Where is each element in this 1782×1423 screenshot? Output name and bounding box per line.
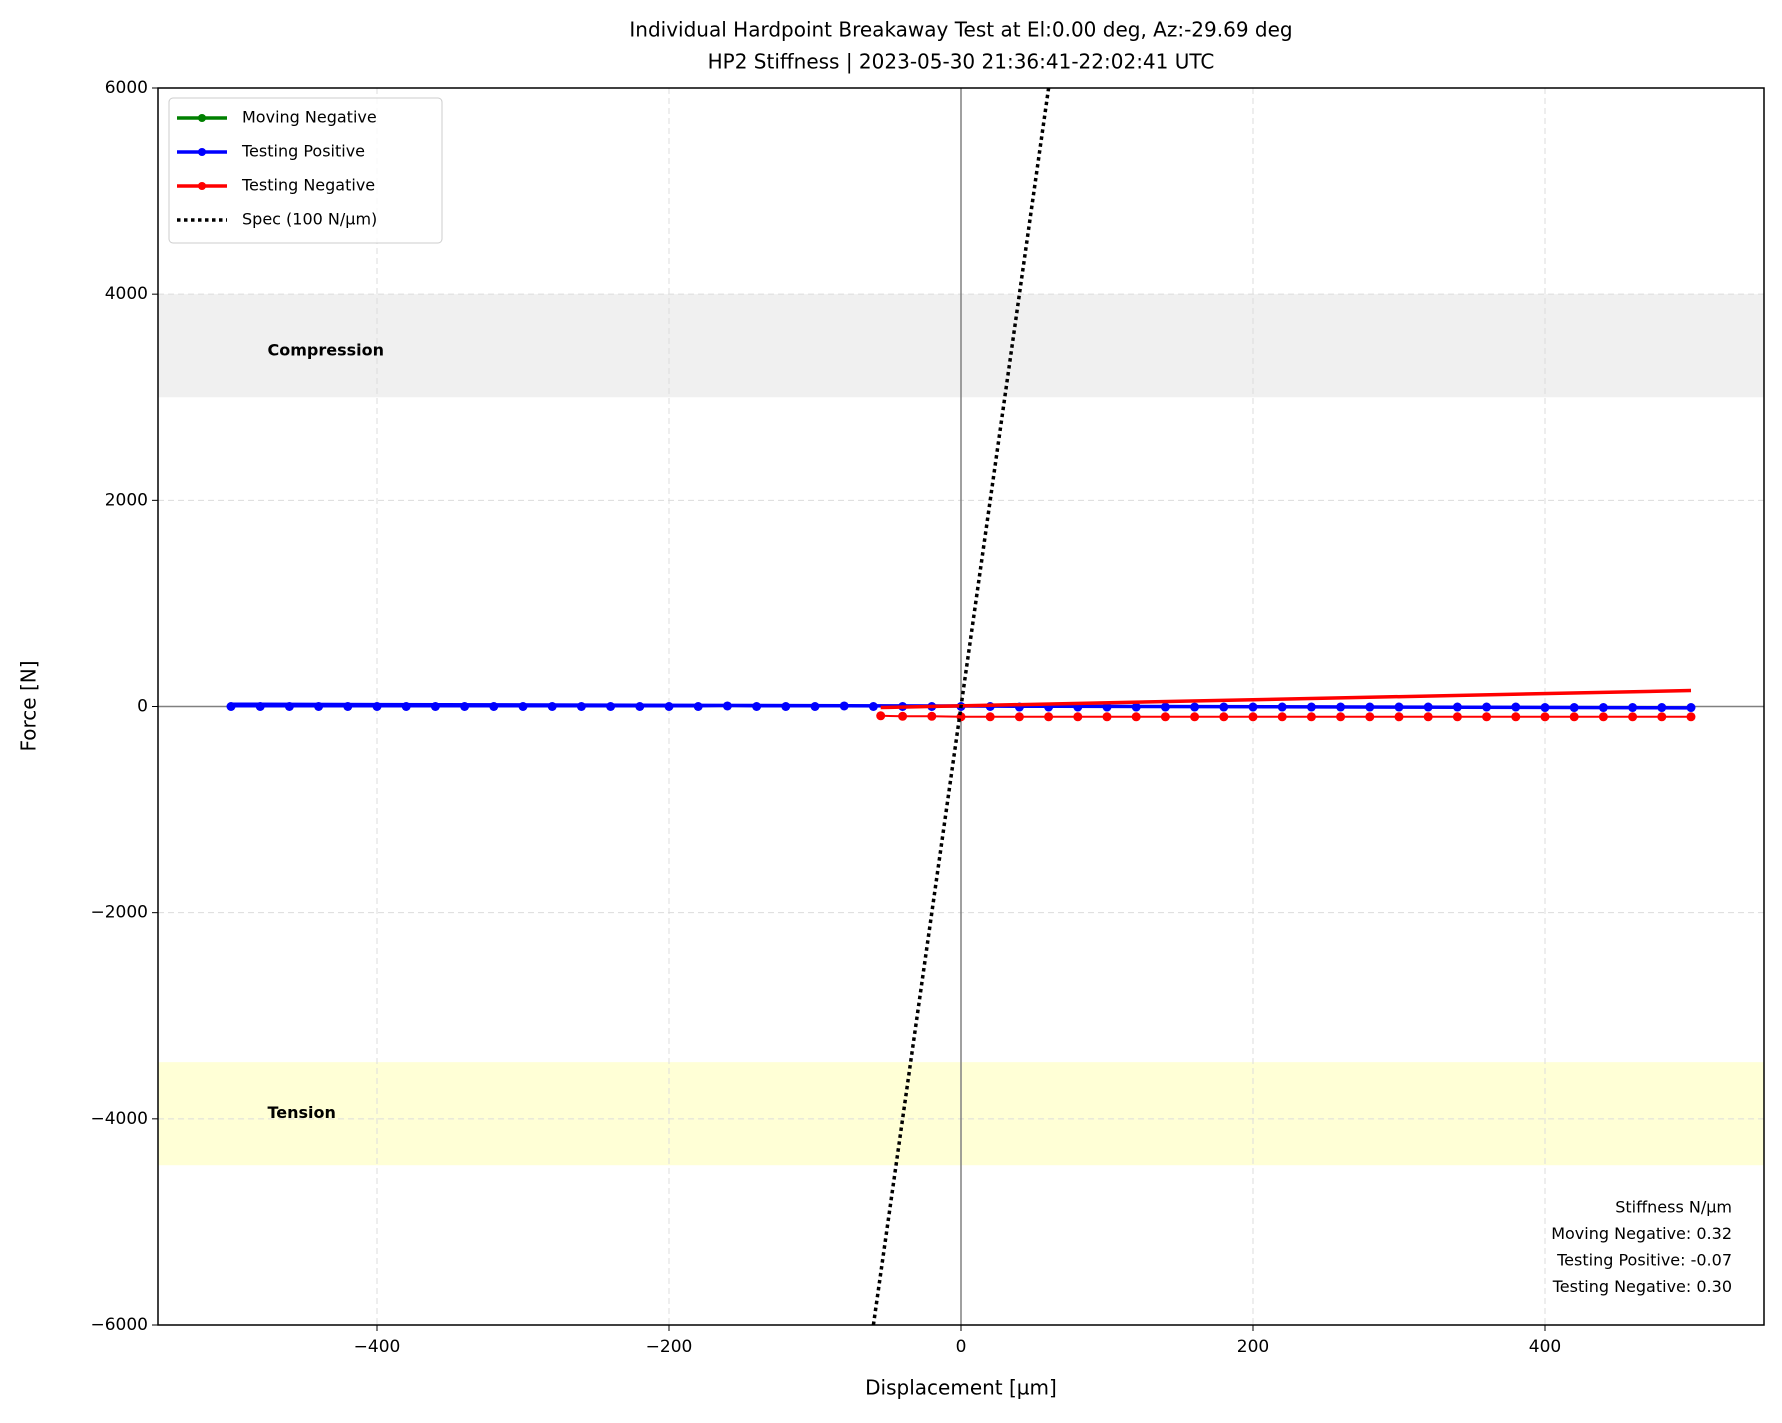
legend-marker [198,148,206,156]
y-tick-label: 0 [137,697,148,717]
data-point [1131,712,1141,722]
data-point [1248,712,1258,722]
data-point [1190,712,1200,722]
data-point [1686,712,1696,722]
x-tick-label: 400 [1529,1337,1561,1357]
band-label: Compression [268,340,385,359]
data-point [1365,712,1375,722]
data-point [1219,712,1229,722]
data-point [1336,712,1346,722]
x-axis-label: Displacement [µm] [865,1376,1057,1400]
annotation: Moving Negative: 0.32 [1551,1224,1732,1243]
annotation: Testing Negative: 0.30 [1552,1277,1732,1296]
legend-label: Spec (100 N/µm) [242,210,377,229]
chart-subtitle: HP2 Stiffness | 2023-05-30 21:36:41-22:0… [708,50,1215,74]
x-tick-label: 0 [956,1337,967,1357]
legend-label: Moving Negative [242,108,377,127]
data-point [1657,712,1667,722]
legend-box [168,97,443,244]
chart-title: Individual Hardpoint Breakaway Test at E… [629,18,1292,42]
plot-area [226,88,1696,1325]
data-point [1277,712,1287,722]
data-point [927,711,937,721]
data-point [898,711,908,721]
data-point [1014,712,1024,722]
y-tick-label: 2000 [105,490,148,510]
x-tick-label: −200 [646,1337,693,1357]
legend-marker [198,182,206,190]
y-axis-label: Force [N] [17,660,41,751]
data-point [1569,712,1579,722]
legend-label: Testing Positive [241,142,365,161]
annotation: Stiffness N/µm [1615,1198,1732,1217]
y-tick-label: 6000 [105,78,148,98]
data-point [1306,712,1316,722]
data-point [1394,712,1404,722]
data-point [985,712,995,722]
y-tick-label: 4000 [105,284,148,304]
data-point [1540,712,1550,722]
data-point [1511,712,1521,722]
y-tick-label: −2000 [90,903,148,923]
data-point [1482,712,1492,722]
data-point [1628,712,1638,722]
data-point [1452,712,1462,722]
data-point [1102,712,1112,722]
fit-line [880,688,1692,710]
data-point [876,711,886,721]
legend-label: Testing Negative [241,176,375,195]
data-point [1160,712,1170,722]
x-tick-label: −400 [354,1337,401,1357]
band-label: Tension [268,1103,336,1122]
plot-frame [157,87,1765,1326]
x-tick-label: 200 [1237,1337,1269,1357]
spec-line [871,88,1051,1325]
y-tick-label: −6000 [90,1315,148,1335]
y-tick-label: −4000 [90,1109,148,1129]
data-point [1044,712,1054,722]
data-point [1598,712,1608,722]
data-point [1073,712,1083,722]
data-point [1423,712,1433,722]
annotation: Testing Positive: -0.07 [1556,1251,1732,1270]
legend-marker [198,114,206,122]
